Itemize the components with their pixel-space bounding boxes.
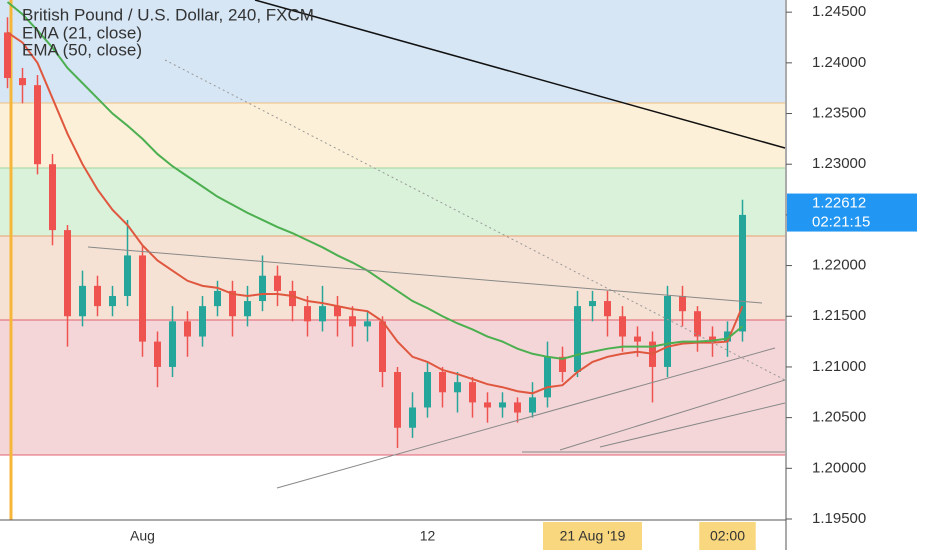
candle-body <box>49 164 56 231</box>
legend-ema50: EMA (50, close) <box>22 40 142 59</box>
candle-body <box>409 407 416 428</box>
x-tick-label: 21 Aug '19 <box>560 528 626 544</box>
candle-body <box>544 356 551 398</box>
candle-body <box>184 321 191 337</box>
candle-body <box>109 295 116 307</box>
zone-blue <box>0 0 785 103</box>
candle-body <box>154 341 161 367</box>
candle-body <box>664 295 671 367</box>
candle-body <box>514 402 521 413</box>
candle-body <box>214 290 221 307</box>
candle-body <box>439 372 446 393</box>
candle-body <box>139 255 146 342</box>
candle-body <box>229 290 236 317</box>
y-tick-label: 1.19500 <box>812 510 866 527</box>
zone-borders <box>0 102 785 456</box>
y-tick-label: 1.21000 <box>812 358 866 375</box>
candle-body <box>4 32 11 79</box>
candle-body <box>64 230 71 317</box>
candle-body <box>574 306 581 373</box>
x-tick-label: 12 <box>420 528 436 544</box>
candle-body <box>559 356 566 373</box>
y-tick-label: 1.23000 <box>812 155 866 172</box>
y-tick-label: 1.20000 <box>812 459 866 476</box>
x-label-highlight <box>699 522 756 550</box>
legend-ema21: EMA (21, close) <box>22 23 142 42</box>
candle-body <box>604 301 611 317</box>
ema-line <box>6 31 744 395</box>
candle-body <box>289 290 296 307</box>
y-tick-label: 1.24500 <box>812 3 866 20</box>
candle-body <box>124 255 131 296</box>
y-tick-label: 1.21500 <box>812 307 866 324</box>
countdown-label: 02:21:15 <box>812 214 870 231</box>
candle-body <box>274 275 281 291</box>
price-axis-bg <box>786 0 932 550</box>
candle-body <box>469 382 476 403</box>
candle-body <box>499 402 506 408</box>
candle-body <box>379 321 386 373</box>
candle-body <box>169 321 176 367</box>
candle-body <box>424 372 431 408</box>
candle-body <box>244 301 251 317</box>
candle-body <box>694 311 701 337</box>
x-label-highlight <box>543 522 642 550</box>
candle-body <box>94 285 101 307</box>
x-tick-label: Aug <box>130 528 155 544</box>
candle-body <box>484 402 491 408</box>
last-price-box <box>787 193 917 232</box>
candle-body <box>19 78 26 86</box>
candle-body <box>259 275 266 302</box>
candle-body <box>79 285 86 317</box>
candle-body <box>319 306 326 322</box>
candle-body <box>739 214 746 332</box>
candle-body <box>34 85 41 165</box>
candle-body <box>349 316 356 327</box>
candle-body <box>199 306 206 337</box>
candle-body <box>619 316 626 337</box>
candle-body <box>304 306 311 322</box>
y-tick-label: 1.24000 <box>812 54 866 71</box>
x-tick-label: 02:00 <box>710 528 745 544</box>
candle-body <box>589 301 596 307</box>
candle-body <box>529 397 536 413</box>
candle-body <box>364 321 371 327</box>
candle-body <box>679 295 686 312</box>
candle-body <box>634 336 641 342</box>
last-price-label: 1.22612 <box>812 195 866 212</box>
y-tick-label: 1.20500 <box>812 409 866 426</box>
candle-body <box>454 382 461 393</box>
trend-lines <box>87 0 786 489</box>
zone-green <box>0 168 785 236</box>
ema-line <box>6 1 744 360</box>
zone-yellow <box>0 103 785 168</box>
candle-body <box>394 372 401 428</box>
plot-area <box>4 1 746 449</box>
candle-body <box>724 331 731 342</box>
y-tick-label: 1.22000 <box>812 257 866 274</box>
candle-body <box>709 336 716 342</box>
candle-body <box>334 306 341 317</box>
y-tick-label: 1.23500 <box>812 104 866 121</box>
legend-title: British Pound / U.S. Dollar, 240, FXCM <box>22 5 314 24</box>
